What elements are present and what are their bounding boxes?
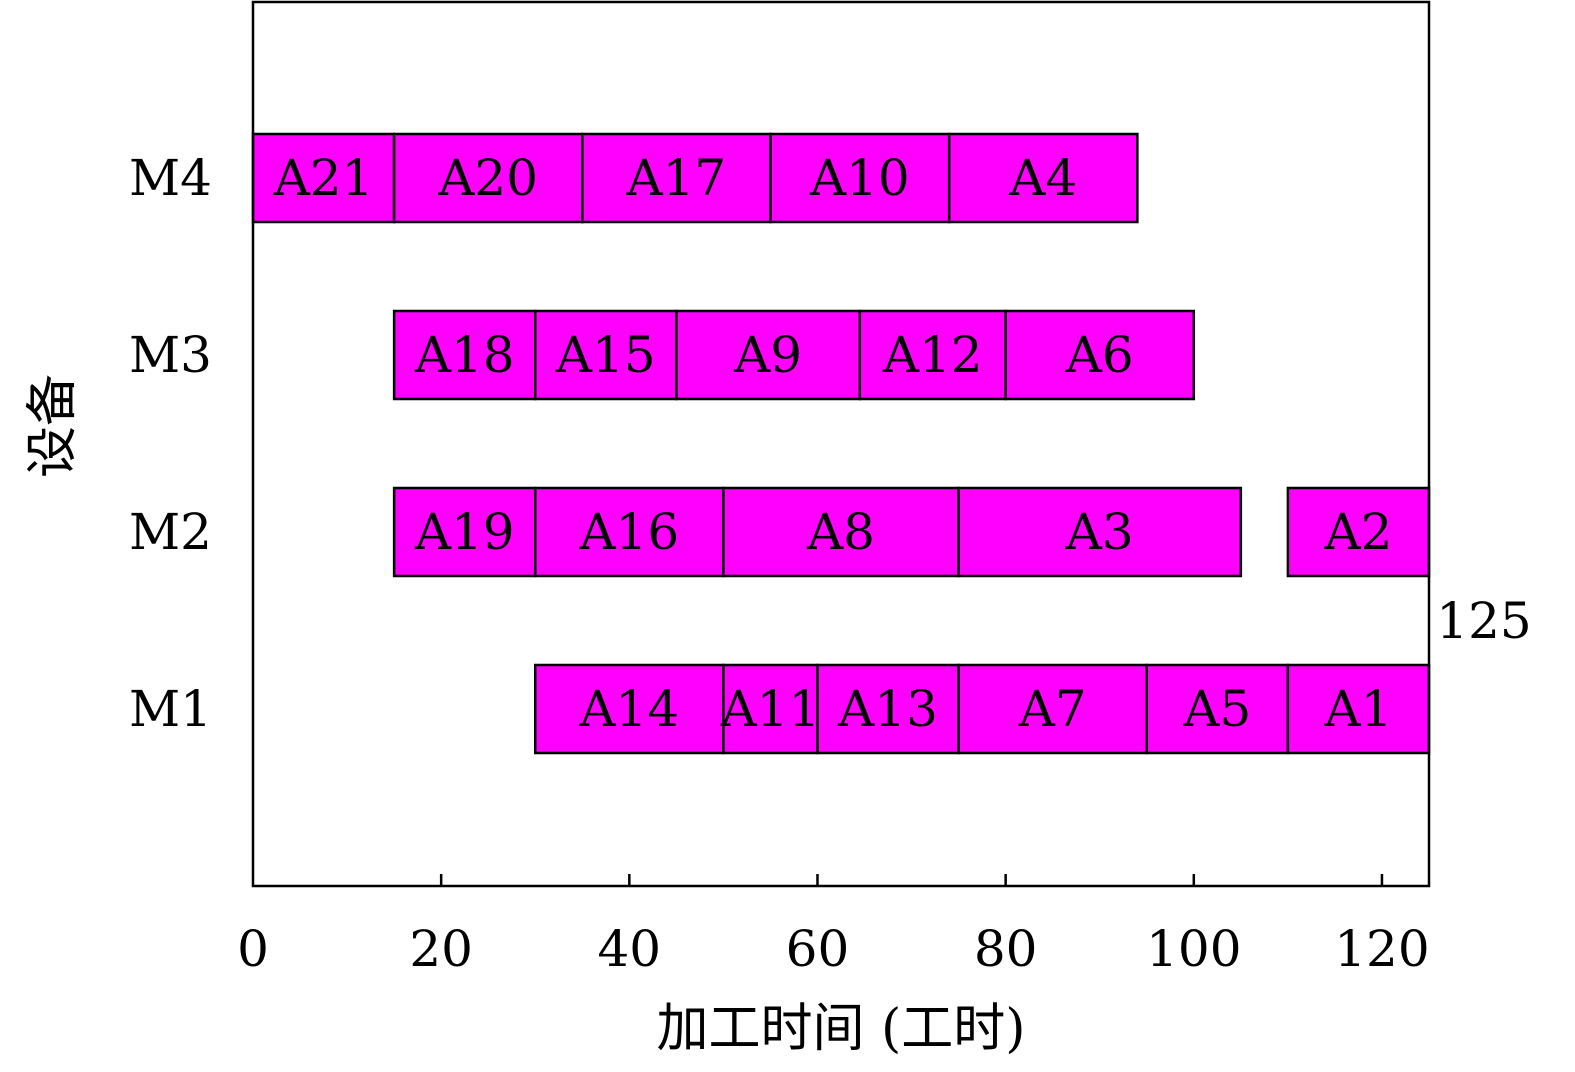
task-bar-rect xyxy=(957,486,1243,578)
makespan-annotation: 125 xyxy=(1436,592,1531,650)
task-bar-rect xyxy=(392,132,584,224)
task-bar-label: A6 xyxy=(1065,326,1134,384)
task-bar-a5: A5 xyxy=(1145,663,1290,755)
y-tick-label-m2: M2 xyxy=(129,503,212,561)
task-bar-a9: A9 xyxy=(675,309,862,401)
y-axis-ticks: M1 M2 M3 M4 xyxy=(129,149,212,738)
y-tick-label-m1: M1 xyxy=(129,680,212,738)
task-bar-label: A1 xyxy=(1323,680,1392,738)
task-bar-label: A16 xyxy=(578,503,679,561)
plot-frame xyxy=(251,0,1431,888)
task-bar-rect xyxy=(957,663,1149,755)
task-bar-label: A10 xyxy=(809,149,910,207)
task-bar-label: A2 xyxy=(1323,503,1392,561)
task-bar-rect xyxy=(1145,663,1290,755)
task-bar-rect xyxy=(533,663,725,755)
task-bar-label: A3 xyxy=(1065,503,1134,561)
task-bar-label: A8 xyxy=(806,503,875,561)
task-bar-rect xyxy=(1004,309,1196,401)
task-bar-a18: A18 xyxy=(392,309,537,401)
y-tick-label-m3: M3 xyxy=(129,326,212,384)
task-bar-rect xyxy=(947,132,1139,224)
x-axis-label: 加工时间 (工时) xyxy=(656,999,1025,1059)
task-bar-rect xyxy=(392,309,537,401)
task-bar-label: A7 xyxy=(1018,680,1087,738)
task-bar-a7: A7 xyxy=(957,663,1149,755)
task-bar-a19: A19 xyxy=(392,486,537,578)
task-bar-rect xyxy=(533,486,725,578)
task-bar-label: A19 xyxy=(414,503,515,561)
task-bars: A21 A20 A17 A10 A4 A18 A15 A9 A12 A6 A19 A16 A8 A3 A2 A… xyxy=(251,132,1431,755)
task-bar-rect xyxy=(533,309,678,401)
task-bar-rect xyxy=(1286,663,1431,755)
x-tick-label: 60 xyxy=(786,920,850,978)
task-bar-label: A4 xyxy=(1008,149,1077,207)
x-tick-label: 0 xyxy=(237,920,269,978)
task-bar-a12: A12 xyxy=(858,309,1007,401)
task-bar-label: A15 xyxy=(555,326,656,384)
task-bar-a15: A15 xyxy=(533,309,678,401)
task-bar-a8: A8 xyxy=(722,486,960,578)
task-bar-label: A5 xyxy=(1182,680,1251,738)
y-axis-label: 设备 xyxy=(23,374,83,478)
task-bar-label: A18 xyxy=(414,326,515,384)
task-bar-a13: A13 xyxy=(816,663,960,755)
task-bar-a6: A6 xyxy=(1004,309,1196,401)
task-bar-rect xyxy=(722,663,819,755)
task-bar-a17: A17 xyxy=(581,132,772,224)
x-tick-label: 40 xyxy=(598,920,662,978)
task-bar-rect xyxy=(858,309,1007,401)
task-bar-rect xyxy=(722,486,960,578)
task-bar-a1: A1 xyxy=(1286,663,1431,755)
task-bar-a3: A3 xyxy=(957,486,1243,578)
task-bar-label: A21 xyxy=(273,149,374,207)
task-bar-a2: A2 xyxy=(1286,486,1431,578)
task-bar-label: A14 xyxy=(578,680,679,738)
x-tick-label: 100 xyxy=(1146,920,1241,978)
task-bar-label: A11 xyxy=(720,680,821,738)
x-axis-ticks: 0 20 40 60 80 100 120 xyxy=(237,874,1430,978)
task-bar-rect xyxy=(816,663,960,755)
task-bar-a20: A20 xyxy=(392,132,584,224)
task-bar-label: A9 xyxy=(733,326,802,384)
task-bar-a21: A21 xyxy=(251,132,396,224)
task-bar-a11: A11 xyxy=(720,663,821,755)
task-bar-label: A13 xyxy=(837,680,938,738)
x-tick-label: 80 xyxy=(974,920,1038,978)
task-bar-a10: A10 xyxy=(769,132,951,224)
y-tick-label-m4: M4 xyxy=(129,149,212,207)
x-tick-label: 120 xyxy=(1334,920,1429,978)
task-bar-label: A17 xyxy=(625,149,726,207)
task-bar-rect xyxy=(251,132,396,224)
task-bar-a14: A14 xyxy=(533,663,725,755)
task-bar-a4: A4 xyxy=(947,132,1139,224)
task-bar-rect xyxy=(581,132,772,224)
task-bar-label: A20 xyxy=(437,149,538,207)
task-bar-label: A12 xyxy=(882,326,983,384)
task-bar-a16: A16 xyxy=(533,486,725,578)
task-bar-rect xyxy=(675,309,862,401)
x-tick-label: 20 xyxy=(409,920,473,978)
